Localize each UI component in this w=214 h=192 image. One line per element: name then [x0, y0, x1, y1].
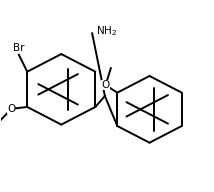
Text: O: O	[101, 80, 110, 90]
Text: O: O	[7, 104, 15, 114]
Text: NH$_2$: NH$_2$	[96, 24, 117, 38]
Text: Br: Br	[13, 43, 24, 53]
